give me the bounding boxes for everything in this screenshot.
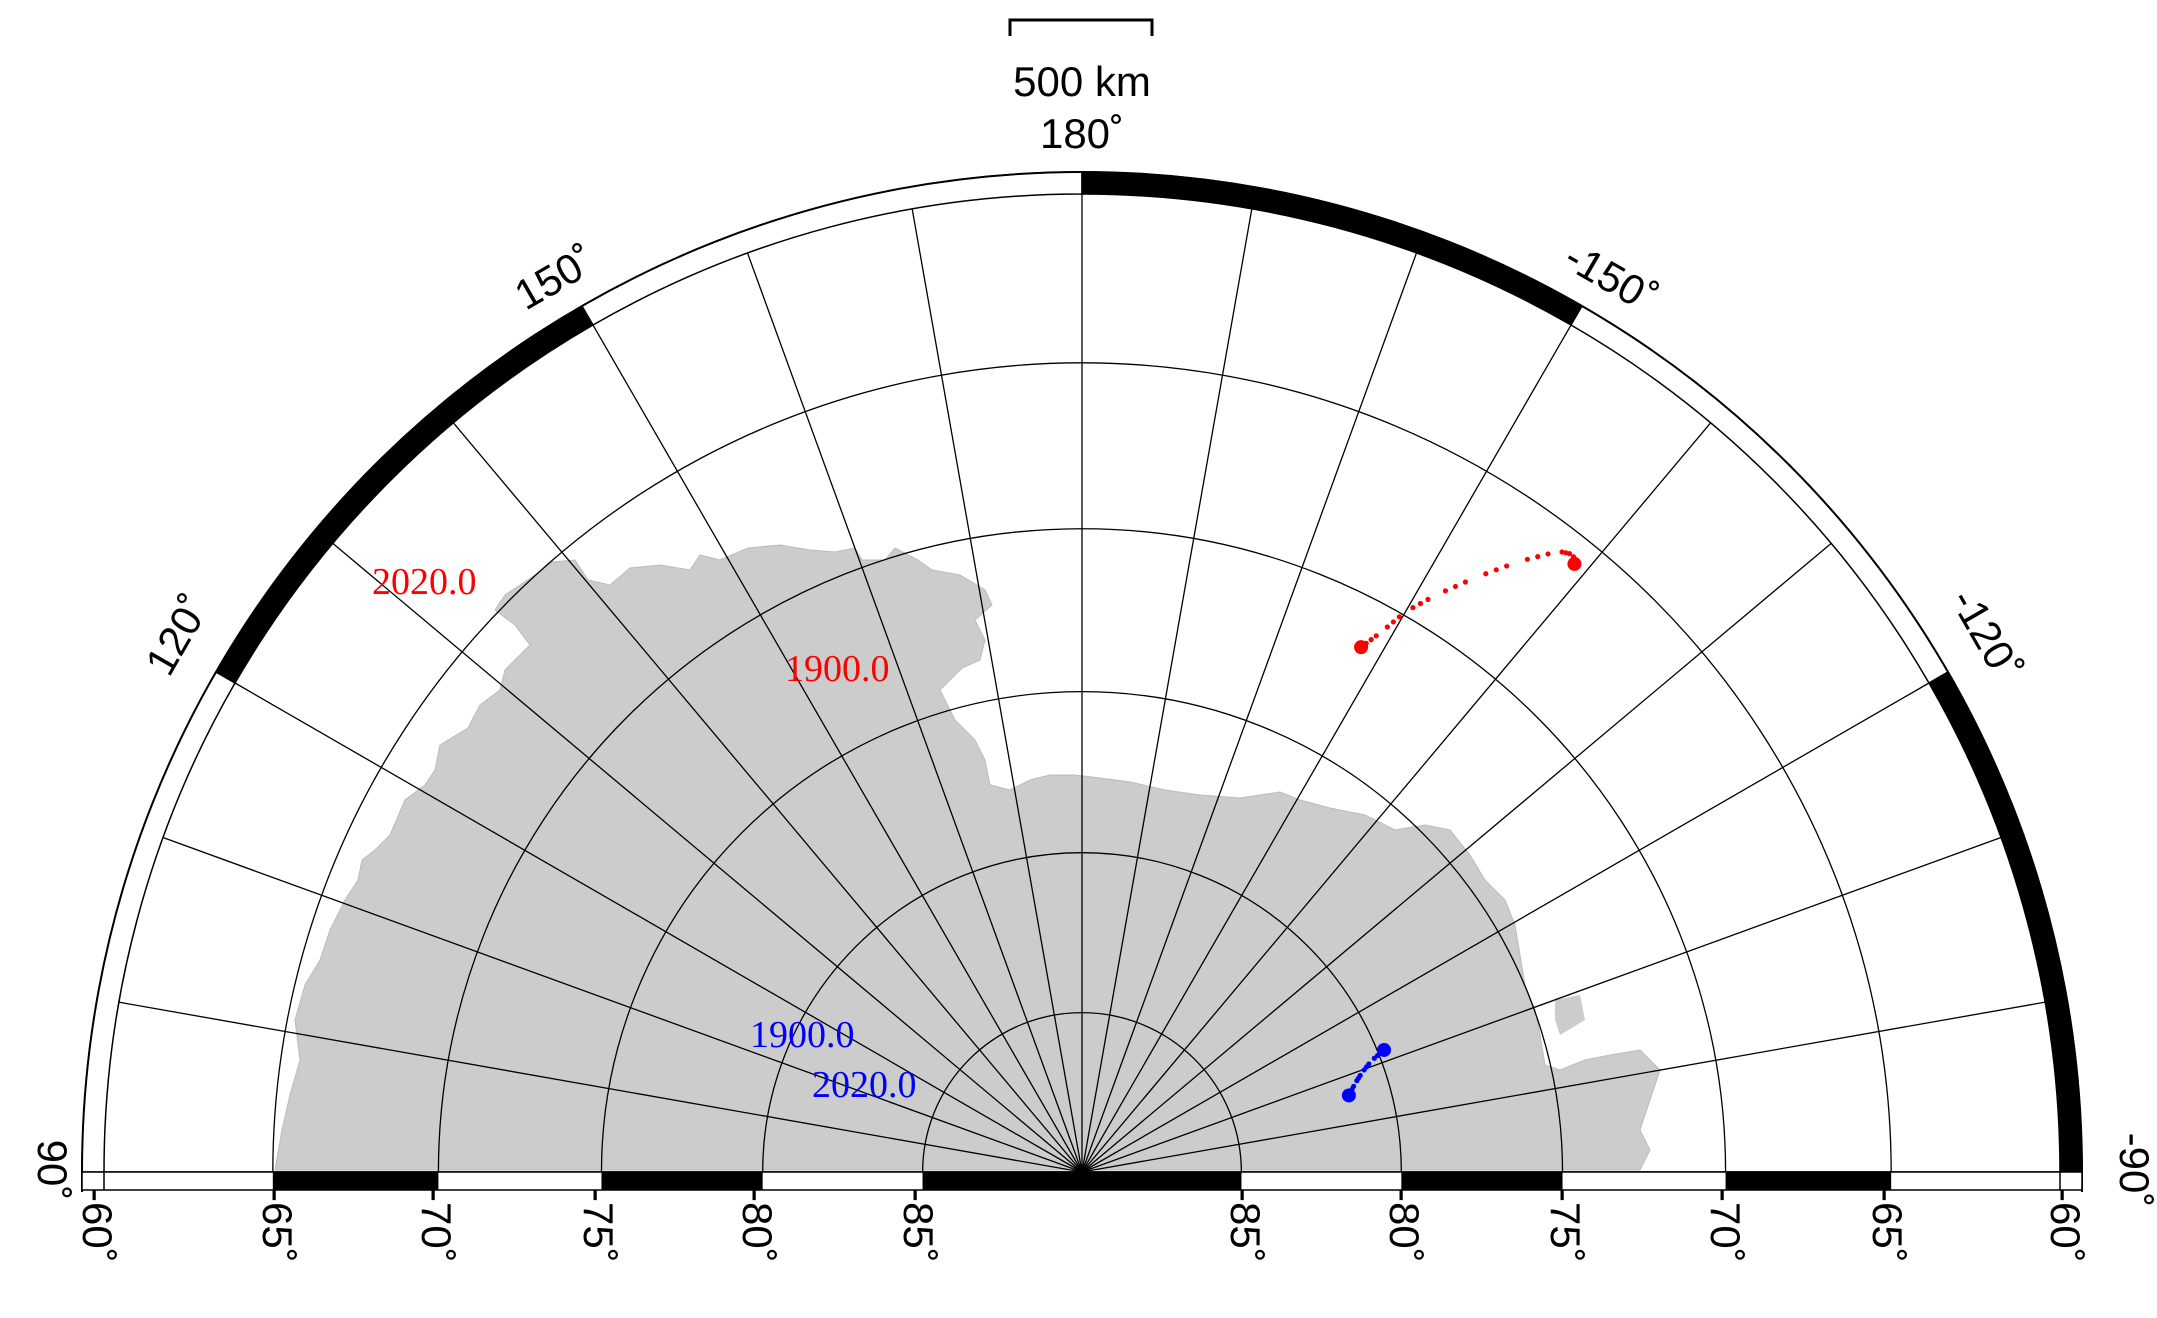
track-dot: [1373, 633, 1379, 639]
meridian-line: [1081, 1001, 2046, 1173]
lat-label: -70˚: [1702, 1188, 1749, 1263]
lat-label: -80˚: [1381, 1188, 1428, 1263]
lat-labels-left: -60˚ -65˚ -70˚ -75˚ -80˚ -85˚: [74, 1188, 942, 1263]
frame-outer: [81, 171, 2083, 1192]
lat-label: -85˚: [1222, 1188, 1269, 1263]
red-track-start-label: 1900.0: [785, 648, 890, 690]
scale-bar-label: 500 km: [1013, 58, 1151, 105]
red-track-end-point: [1567, 556, 1582, 571]
lon-label-180: 180˚: [1040, 110, 1124, 157]
meridian-line: [452, 422, 1083, 1173]
lat-label: -60˚: [2042, 1188, 2089, 1263]
lon-label-neg90: -90˚: [2111, 1133, 2157, 1208]
lat-labels-right: -85˚ -80˚ -75˚ -70˚ -65˚ -60˚: [1222, 1188, 2089, 1263]
track-dot: [1483, 571, 1489, 577]
track-dot: [1462, 579, 1469, 585]
lat-label: -65˚: [254, 1188, 301, 1263]
bar-block: [1401, 1172, 1563, 1190]
bar-block: [1725, 1172, 1892, 1190]
meridian-line: [162, 836, 1083, 1173]
lat-label: -70˚: [413, 1188, 460, 1263]
bar-block: [922, 1172, 1242, 1190]
meridian-line: [1081, 208, 1253, 1173]
meridian-line: [332, 542, 1083, 1173]
track-dot: [1504, 563, 1510, 569]
frame-segment: [1569, 304, 1950, 685]
blue-track-end-label: 2020.0: [812, 1064, 917, 1106]
track-dot: [1545, 551, 1551, 557]
track-dot: [1452, 583, 1459, 590]
meridian-line: [592, 324, 1083, 1173]
track-dot: [1361, 1067, 1367, 1073]
red-track-start-point: [1354, 640, 1369, 655]
red-track-end-label: 2020.0: [372, 561, 477, 603]
track-dot: [1390, 619, 1396, 625]
track-dot: [1354, 1078, 1360, 1084]
lon-label-120: 120˚: [136, 587, 219, 683]
track-dot: [1417, 600, 1424, 607]
blue-track-start-label: 1900.0: [750, 1014, 855, 1056]
frame-segment: [580, 171, 1083, 327]
meridian-line: [1081, 542, 1832, 1173]
track-dot: [1425, 596, 1431, 602]
lat-label: -60˚: [74, 1188, 121, 1263]
track-dot: [1396, 614, 1402, 620]
track-dot: [1410, 605, 1416, 611]
meridian-line: [1081, 252, 1418, 1173]
frame-segment: [1927, 670, 2083, 1173]
bar-block: [272, 1172, 439, 1190]
scale-bar: 500 km: [1008, 18, 1154, 105]
meridian-line: [1081, 324, 1572, 1173]
blue-track-end-point: [1341, 1088, 1356, 1103]
pole-tracks: [1341, 549, 1582, 1103]
frame-segment: [81, 670, 237, 1173]
lat-label: -65˚: [1864, 1188, 1911, 1263]
lon-label-neg120: -120˚: [1942, 581, 2032, 689]
meridian-line: [746, 252, 1083, 1173]
lat-label: -75˚: [575, 1188, 622, 1263]
lon-label-90: 90˚: [29, 1140, 76, 1201]
lat-label: -80˚: [734, 1188, 781, 1263]
map-frame: [81, 171, 2083, 1192]
bar-block: [601, 1172, 763, 1190]
land-island: [1555, 995, 1585, 1035]
track-dot: [1371, 1055, 1377, 1061]
track-dot: [1442, 588, 1449, 594]
meridian-line: [118, 1001, 1083, 1173]
meridian-line: [1081, 682, 1930, 1173]
meridian-line: [1081, 422, 1712, 1173]
track-dot: [1368, 637, 1374, 643]
meridian-line: [234, 682, 1083, 1173]
track-dot: [1524, 556, 1530, 562]
frame-segment: [1081, 171, 1584, 327]
meridian-line: [1081, 836, 2002, 1173]
track-dot: [1493, 567, 1499, 573]
lat-label: -85˚: [895, 1188, 942, 1263]
track-dot: [1535, 554, 1541, 560]
track-dot: [1384, 624, 1390, 630]
track-dot: [1566, 551, 1573, 557]
lat-label: -75˚: [1542, 1188, 1589, 1263]
meridian-line: [911, 208, 1083, 1173]
blue-track-start-point: [1377, 1042, 1392, 1057]
